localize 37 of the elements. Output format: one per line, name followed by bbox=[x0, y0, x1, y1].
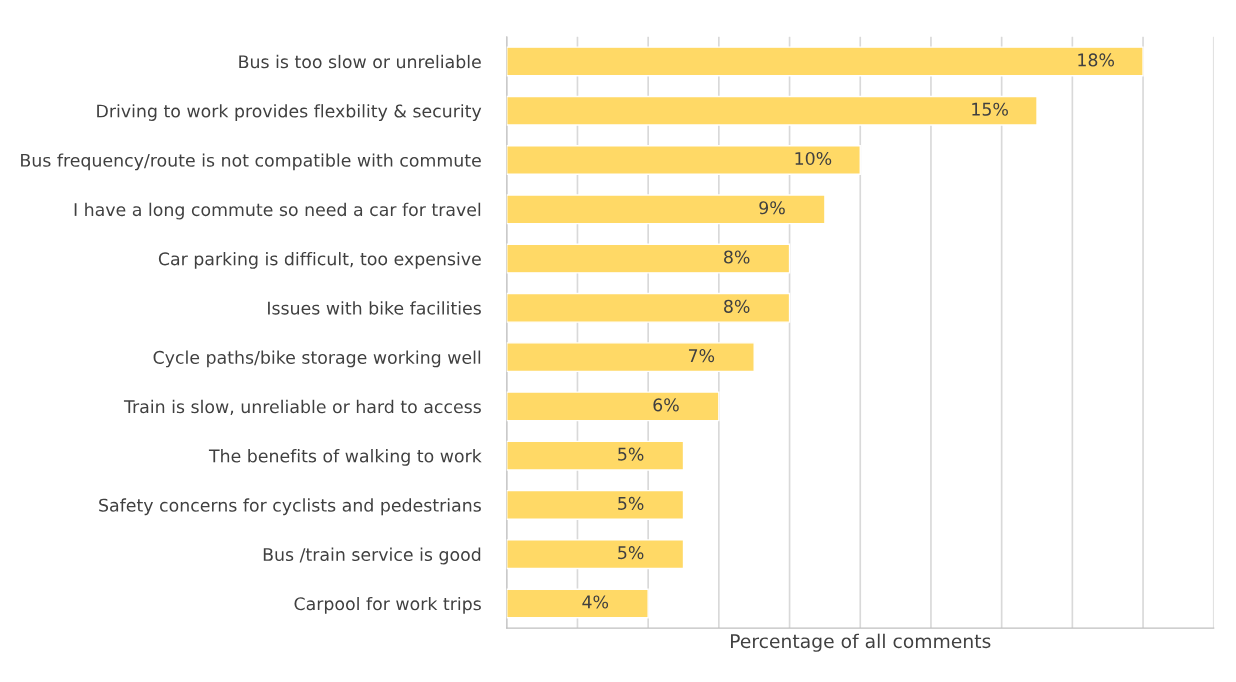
data-label: 8% bbox=[724, 299, 750, 313]
y-tick-label: The benefits of walking to work bbox=[208, 449, 482, 466]
y-tick-label: Safety concerns for cyclists and pedestrians bbox=[99, 498, 481, 516]
data-label: 15% bbox=[972, 102, 1008, 116]
bar bbox=[506, 95, 1038, 126]
y-tick-label: Issues with bike facilities bbox=[268, 301, 481, 315]
y-tick-label: Bus frequency/route is not compatible with commute bbox=[21, 153, 481, 171]
x-axis-title: Percentage of all comments bbox=[731, 633, 991, 652]
y-tick-label: Bus /train service is good bbox=[263, 547, 481, 565]
data-label: 5% bbox=[618, 496, 644, 510]
y-tick-label: Train is slow, unreliable or hard to access bbox=[123, 399, 481, 415]
bar bbox=[506, 194, 826, 225]
bar bbox=[506, 46, 1144, 77]
data-label: 5% bbox=[618, 546, 644, 560]
bar bbox=[506, 489, 685, 520]
data-label: 4% bbox=[582, 595, 609, 609]
bar bbox=[506, 342, 755, 373]
bar bbox=[506, 391, 720, 422]
bar bbox=[506, 440, 685, 471]
y-tick-label: Bus is too slow or unreliable bbox=[239, 54, 481, 69]
data-label: 10% bbox=[795, 151, 832, 166]
data-label: 18% bbox=[1078, 53, 1115, 67]
bar bbox=[506, 243, 791, 274]
data-label: 5% bbox=[618, 447, 644, 461]
y-tick-label: Carpool for work trips bbox=[294, 596, 481, 614]
y-tick-label: Car parking is difficult, too expensive bbox=[158, 251, 481, 269]
bar bbox=[506, 588, 649, 619]
data-label: 6% bbox=[653, 398, 679, 412]
bar bbox=[506, 539, 685, 570]
bar bbox=[506, 145, 861, 175]
y-tick-label: Cycle paths/bike storage working well bbox=[153, 350, 481, 368]
y-tick-label: Driving to work provides flexbility & security bbox=[97, 104, 482, 121]
data-label: 8% bbox=[724, 250, 750, 264]
data-label: 9% bbox=[759, 201, 785, 215]
bar bbox=[506, 292, 791, 323]
data-label: 7% bbox=[688, 349, 715, 363]
y-tick-label: I have a long commute so need a car for travel bbox=[74, 202, 481, 220]
